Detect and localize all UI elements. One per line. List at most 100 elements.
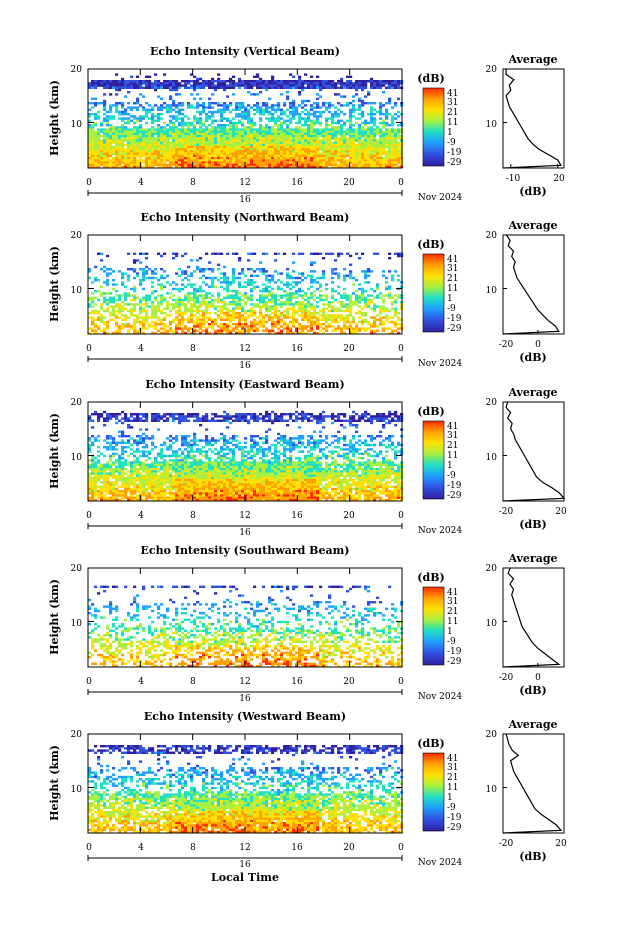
heatmap-cell xyxy=(193,157,197,160)
heatmap-cell xyxy=(262,132,266,136)
heatmap-cell xyxy=(229,143,233,147)
heatmap-cell xyxy=(250,329,254,332)
heatmap-cell xyxy=(148,325,152,328)
heatmap-cell xyxy=(121,135,125,138)
heatmap-cell xyxy=(103,152,107,155)
heatmap-cell xyxy=(298,157,302,160)
heatmap-cell xyxy=(301,316,305,319)
heatmap-cell xyxy=(340,314,344,317)
heatmap-cell xyxy=(202,312,206,315)
heatmap-cell xyxy=(139,117,143,120)
heatmap-cell xyxy=(154,141,158,144)
heatmap-cell xyxy=(124,80,128,83)
heatmap-cell xyxy=(316,316,320,319)
heatmap-cell xyxy=(148,110,152,114)
heatmap-cell xyxy=(88,276,92,280)
heatmap-cell xyxy=(181,298,185,302)
heatmap-cell xyxy=(208,141,212,144)
heatmap-cell xyxy=(289,329,293,332)
heatmap-cell xyxy=(97,130,101,133)
heatmap-cell xyxy=(103,292,107,295)
heatmap-cell xyxy=(172,146,176,149)
heatmap-cell xyxy=(94,113,98,116)
heatmap-cell xyxy=(145,309,149,313)
heatmap-cell xyxy=(199,161,203,164)
heatmap-cell xyxy=(148,161,152,164)
heatmap-cell xyxy=(196,157,200,160)
heatmap-cell xyxy=(241,285,245,288)
heatmap-cell xyxy=(331,296,335,299)
heatmap-cell xyxy=(355,157,359,160)
heatmap-cell xyxy=(223,281,227,284)
heatmap-cell xyxy=(301,307,305,310)
heatmap-cell xyxy=(253,148,257,151)
heatmap-cell xyxy=(262,314,266,317)
heatmap-cell xyxy=(247,159,251,162)
heatmap-cell xyxy=(355,121,359,125)
heatmap-cell xyxy=(373,290,377,293)
heatmap-cell xyxy=(190,146,194,149)
heatmap-cell xyxy=(373,124,377,127)
heatmap-cell xyxy=(298,119,302,122)
heatmap-cell xyxy=(271,329,275,332)
heatmap-cell xyxy=(274,84,278,87)
profile-y-tick: 20 xyxy=(486,231,498,241)
heatmap-cell xyxy=(151,301,155,304)
heatmap-cell xyxy=(325,329,329,332)
heatmap-cell xyxy=(196,84,200,87)
heatmap-cell xyxy=(175,252,179,255)
heatmap-cell xyxy=(169,292,173,295)
heatmap-cell xyxy=(301,163,305,166)
heatmap-cell xyxy=(229,294,233,297)
heatmap-cell xyxy=(163,146,167,149)
heatmap-cell xyxy=(385,121,389,125)
heatmap-cell xyxy=(304,141,308,144)
heatmap-cell xyxy=(214,323,218,326)
heatmap-cell xyxy=(319,84,323,87)
heatmap-cell xyxy=(310,137,314,140)
heatmap-cell xyxy=(106,143,110,147)
heatmap-cell xyxy=(313,110,317,114)
heatmap-cell xyxy=(220,327,224,330)
heatmap-cell xyxy=(97,159,101,162)
heatmap-cell xyxy=(271,108,275,111)
heatmap-cell xyxy=(352,99,356,103)
heatmap-cell xyxy=(256,141,260,144)
heatmap-cell xyxy=(313,298,317,302)
heatmap-cell xyxy=(118,159,122,162)
heatmap-cell xyxy=(370,154,374,158)
heatmap-cell xyxy=(241,130,245,133)
heatmap-cell xyxy=(187,307,191,310)
heatmap-cell xyxy=(196,305,200,308)
heatmap-cell xyxy=(118,102,122,105)
heatmap-cell xyxy=(214,143,218,147)
heatmap-cell xyxy=(190,143,194,147)
heatmap-cell xyxy=(181,119,185,122)
heatmap-cell xyxy=(256,316,260,319)
heatmap-cell xyxy=(145,312,149,315)
heatmap-cell xyxy=(88,415,92,418)
heatmap-cell xyxy=(304,305,308,308)
heatmap-cell xyxy=(175,154,179,158)
heatmap-cell xyxy=(346,327,350,330)
heatmap-cell xyxy=(256,320,260,324)
heatmap-cell xyxy=(340,294,344,297)
heatmap-cell xyxy=(118,80,122,83)
heatmap-cell xyxy=(343,150,347,153)
heatmap-cell xyxy=(346,137,350,140)
heatmap-cell xyxy=(262,161,266,164)
heatmap-cell xyxy=(364,148,368,151)
heatmap-cell xyxy=(295,82,299,85)
heatmap-cell xyxy=(301,325,305,328)
heatmap-cell xyxy=(208,104,212,107)
heatmap-cell xyxy=(190,157,194,160)
heatmap-cell xyxy=(295,303,299,306)
heatmap-cell xyxy=(106,448,110,451)
heatmap-cell xyxy=(250,143,254,147)
heatmap-cell xyxy=(88,487,92,491)
heatmap-cell xyxy=(235,314,239,317)
heatmap-cell xyxy=(136,141,140,144)
heatmap-cell xyxy=(322,331,326,335)
heatmap-cell xyxy=(232,139,236,142)
heatmap-cell xyxy=(151,312,155,315)
